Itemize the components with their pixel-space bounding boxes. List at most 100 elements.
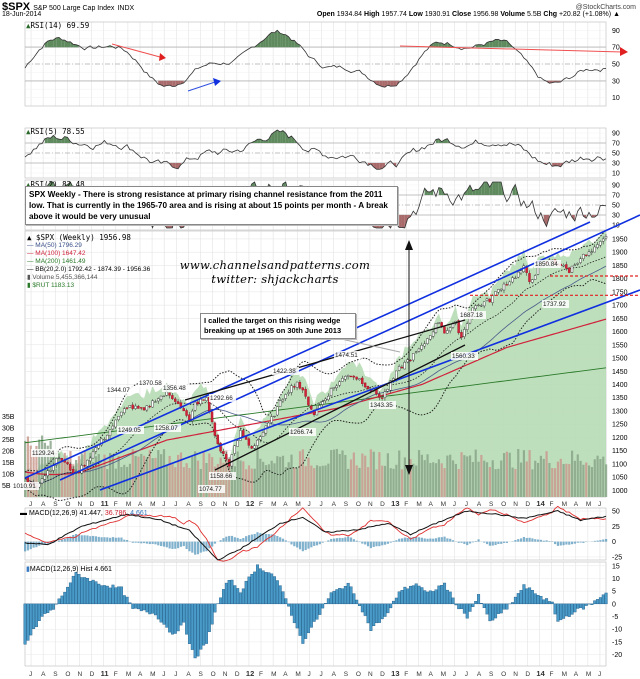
month-label: D xyxy=(90,501,95,508)
rsi14-label: ▲RSI(14) 69.59 xyxy=(26,21,89,30)
high-label: High xyxy=(364,11,380,18)
hist-tick: -5 xyxy=(612,614,618,621)
svg-text:1292.66: 1292.66 xyxy=(210,395,233,402)
month-label: J xyxy=(174,671,177,678)
month-label: J xyxy=(29,501,32,508)
month-label: A xyxy=(41,501,46,508)
month-label: O xyxy=(356,501,361,508)
month-label: O xyxy=(65,671,70,678)
month-label: O xyxy=(356,671,361,678)
month-label: D xyxy=(380,671,385,678)
close-label: Close xyxy=(452,11,472,18)
rsi5-label: ▲RSI(5) 78.55 xyxy=(26,127,85,136)
month-label: F xyxy=(259,671,263,678)
volume-tick: 10B xyxy=(2,472,15,479)
month-label: M xyxy=(126,501,131,508)
price-annotation: 1074.77 xyxy=(198,485,225,493)
month-label: F xyxy=(259,501,263,508)
macd-tick: 25 xyxy=(612,524,620,531)
volume-tick: 15B xyxy=(2,460,15,467)
price-tick: 1700 xyxy=(612,303,628,310)
price-tick: 1500 xyxy=(612,356,628,363)
month-label: A xyxy=(574,671,579,678)
watermark-website: www.channelsandpatterns.com xyxy=(179,258,371,272)
month-label: M xyxy=(441,501,446,508)
legend-item: — MA(200) 1461.49 xyxy=(27,258,86,265)
hist-tick: -10 xyxy=(612,627,622,634)
month-label: M xyxy=(586,501,591,508)
rsi-tick: 90 xyxy=(612,28,620,35)
channel-base-line xyxy=(99,289,640,491)
rsi-tick: 30 xyxy=(612,213,620,220)
open-value: 1934.84 xyxy=(336,11,363,18)
month-label: D xyxy=(525,671,530,678)
month-label: J xyxy=(162,501,165,508)
rsi-tick: 70 xyxy=(612,45,620,52)
legend-item: ▮ Volume 5,455,366,144 xyxy=(27,274,98,281)
month-label: O xyxy=(65,501,70,508)
channel-upper-line xyxy=(24,221,591,479)
price-tick: 1150 xyxy=(612,448,627,455)
rsi-tick: 70 xyxy=(612,141,620,148)
price-legend: ▲ $SPX (Weekly) 1956.98— MA(50) 1796.29—… xyxy=(27,233,150,290)
month-label: S xyxy=(53,671,58,678)
month-label: 13 xyxy=(391,669,399,678)
month-label: A xyxy=(283,501,288,508)
price-tick: 1200 xyxy=(612,435,628,442)
hist-tick: 5 xyxy=(612,589,616,596)
price-tick: 1000 xyxy=(612,488,628,495)
month-label: A xyxy=(138,501,143,508)
month-label: A xyxy=(428,671,433,678)
symbol-name: S&P 500 Large Cap Index xyxy=(33,5,115,12)
volume-tick: 20B xyxy=(2,449,15,456)
main-commentary-note: SPX Weekly - There is strong resistance … xyxy=(25,186,398,225)
price-annotation: 1737.92 xyxy=(542,300,569,308)
month-label: S xyxy=(199,671,204,678)
legend-item: ▮ $RUT 1183.13 xyxy=(27,282,75,289)
volume-tick: 35B xyxy=(2,414,15,421)
rsi-tick: 30 xyxy=(612,78,620,85)
month-label: O xyxy=(501,501,506,508)
chg-label: Chg xyxy=(543,11,557,18)
price-annotation: 1474.51 xyxy=(334,351,361,359)
svg-text:1560.33: 1560.33 xyxy=(452,353,475,360)
price-tick: 1550 xyxy=(612,342,628,349)
month-label: N xyxy=(77,671,82,678)
svg-text:1266.74: 1266.74 xyxy=(290,429,313,436)
month-label: F xyxy=(114,501,118,508)
month-label: M xyxy=(150,671,155,678)
month-label: D xyxy=(90,671,95,678)
legend-item: — MA(100) 1647.42 xyxy=(27,250,86,257)
svg-text:1850.84: 1850.84 xyxy=(535,261,558,268)
price-tick: 1800 xyxy=(612,276,628,283)
up-arrow-icon: ▲ xyxy=(613,11,620,18)
month-label: S xyxy=(489,671,494,678)
month-label: A xyxy=(332,671,337,678)
month-label: F xyxy=(114,671,118,678)
month-label: D xyxy=(235,671,240,678)
volume-tick: 25B xyxy=(2,437,15,444)
month-label: 14 xyxy=(536,669,545,678)
price-annotation: 1422.38 xyxy=(272,367,299,375)
month-label: S xyxy=(489,501,494,508)
svg-text:1370.58: 1370.58 xyxy=(139,380,162,387)
month-label: A xyxy=(186,501,191,508)
month-label: S xyxy=(344,671,349,678)
month-label: A xyxy=(477,671,482,678)
hist-tick: 15 xyxy=(612,563,620,570)
price-annotation: 1249.05 xyxy=(117,426,144,434)
price-annotation: 1010.91 xyxy=(12,482,39,490)
month-label: M xyxy=(586,671,591,678)
month-label: M xyxy=(416,671,421,678)
price-tick: 1900 xyxy=(612,250,628,257)
macd-label: ▬ MACD(12,26,9) 41.447, 36.786, 4.661 xyxy=(20,510,148,517)
month-label: J xyxy=(307,671,310,678)
month-label: M xyxy=(416,501,421,508)
macd-tick: 0 xyxy=(612,539,616,546)
month-label: S xyxy=(199,501,204,508)
month-label: M xyxy=(562,671,567,678)
svg-text:1737.92: 1737.92 xyxy=(543,301,566,308)
month-label: A xyxy=(477,501,482,508)
wedge-commentary-note: I called the target on this rising wedge… xyxy=(200,313,356,339)
watermark: www.channelsandpatterns.com twitter: shj… xyxy=(150,258,400,286)
